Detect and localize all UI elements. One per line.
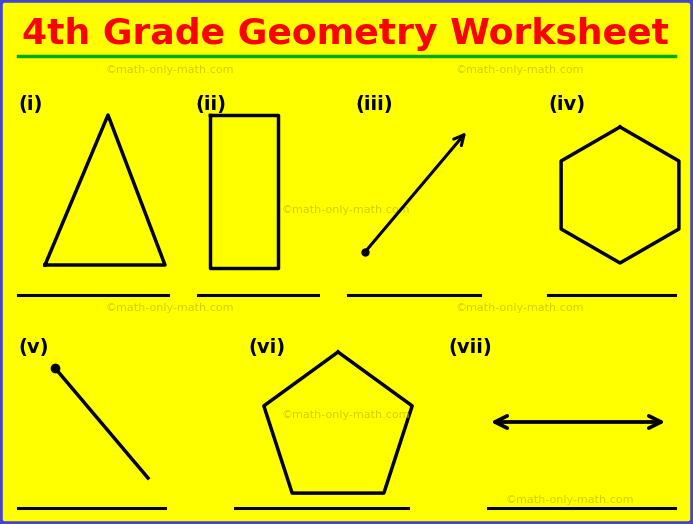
Text: (v): (v) xyxy=(18,338,49,357)
Text: ©math-only-math.com: ©math-only-math.com xyxy=(456,65,584,75)
Text: (iii): (iii) xyxy=(355,95,393,114)
Text: ©math-only-math.com: ©math-only-math.com xyxy=(106,303,234,313)
Text: ©math-only-math.com: ©math-only-math.com xyxy=(506,495,634,505)
Text: ©math-only-math.com: ©math-only-math.com xyxy=(456,303,584,313)
Text: ©math-only-math.com: ©math-only-math.com xyxy=(282,410,410,420)
Text: ©math-only-math.com: ©math-only-math.com xyxy=(282,205,410,215)
Text: (ii): (ii) xyxy=(195,95,226,114)
Text: (vii): (vii) xyxy=(448,338,492,357)
Text: (vi): (vi) xyxy=(248,338,285,357)
Text: ©math-only-math.com: ©math-only-math.com xyxy=(106,65,234,75)
Text: 4th Grade Geometry Worksheet: 4th Grade Geometry Worksheet xyxy=(22,17,669,51)
Text: (i): (i) xyxy=(18,95,42,114)
Text: (iv): (iv) xyxy=(548,95,585,114)
